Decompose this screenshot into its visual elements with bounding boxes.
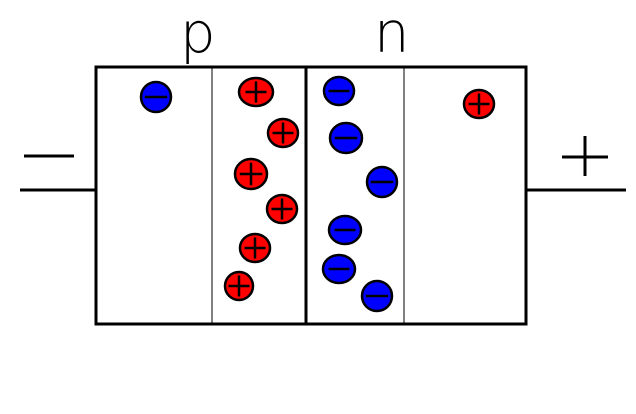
depletion-electron bbox=[367, 167, 397, 197]
p-region-label: p bbox=[180, 1, 216, 66]
depletion-electron bbox=[362, 281, 392, 311]
depletion-electron bbox=[324, 77, 354, 105]
depletion-hole bbox=[235, 159, 267, 189]
depletion-hole bbox=[240, 234, 270, 262]
depletion-hole bbox=[268, 119, 298, 147]
depletion-electron bbox=[323, 255, 355, 283]
positive-terminal-sign bbox=[562, 136, 608, 176]
depletion-electron bbox=[330, 123, 362, 153]
depletion-hole bbox=[239, 78, 273, 106]
depletion-hole bbox=[225, 272, 253, 300]
depletion-electron bbox=[329, 216, 361, 244]
n-region-label: n bbox=[374, 1, 410, 66]
depletion-hole bbox=[267, 195, 297, 223]
p-region-electron bbox=[141, 82, 171, 112]
n-region-hole bbox=[464, 90, 494, 118]
carriers-layer bbox=[141, 77, 494, 311]
